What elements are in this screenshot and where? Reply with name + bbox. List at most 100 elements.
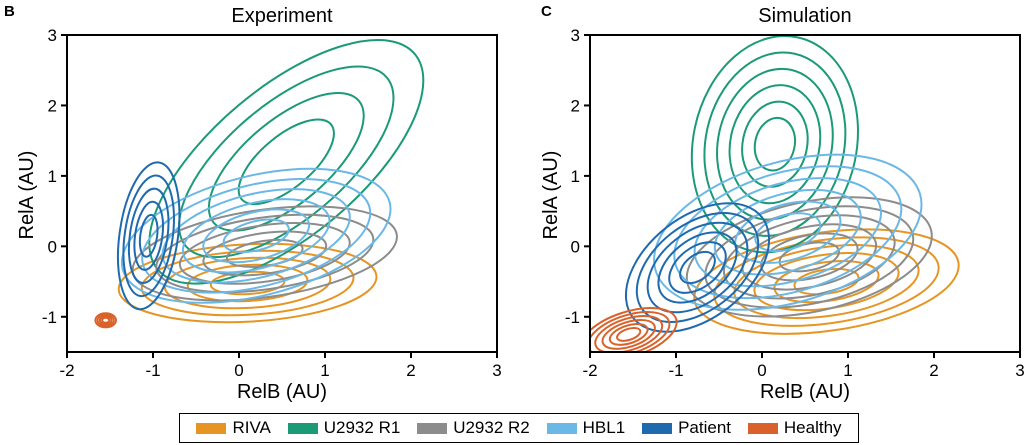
y-tick-label-simulation: 1	[571, 167, 580, 186]
contour-u2932-r2-level-3	[722, 214, 896, 300]
y-tick-label-experiment: 2	[48, 96, 57, 115]
y-tick-label-experiment: 1	[48, 167, 57, 186]
contour-u2932-r2-level-2	[704, 205, 915, 309]
x-tick-label-simulation: 2	[929, 361, 938, 380]
y-axis-label-experiment: RelA (AU)	[16, 151, 38, 240]
contour-healthy-level-4	[601, 318, 656, 350]
contour-u2932-r2-level-2	[155, 213, 375, 294]
contour-healthy-level-1	[590, 307, 678, 352]
y-tick-label-experiment: 3	[48, 26, 57, 45]
x-tick-label-simulation: -1	[668, 361, 683, 380]
contour-hbl1-level-4	[181, 198, 331, 274]
contour-healthy-level-3	[98, 315, 113, 326]
legend-label-u2932-r2: U2932 R2	[453, 418, 530, 437]
x-tick-label-experiment: 1	[320, 361, 329, 380]
contour-riva-level-2	[713, 236, 940, 327]
legend-item-patient: Patient	[642, 418, 731, 438]
contour-patient-level-1	[624, 202, 771, 333]
series-u2932-r1	[690, 35, 859, 254]
legend-label-riva: RIVA	[232, 418, 271, 437]
y-tick-label-experiment: 0	[48, 237, 57, 256]
x-tick-label-simulation: -2	[582, 361, 597, 380]
contour-hbl1-level-1	[120, 167, 392, 304]
y-axis-label-simulation: RelA (AU)	[540, 151, 562, 240]
contour-u2932-r1-level-4	[728, 84, 822, 205]
y-tick-label-experiment: -1	[42, 308, 57, 327]
legend-item-u2932-r2: U2932 R2	[417, 418, 530, 438]
contour-u2932-r1-level-3	[716, 67, 834, 221]
x-tick-label-experiment: 3	[492, 361, 501, 380]
legend-swatch-healthy	[747, 422, 778, 434]
contours-simulation	[590, 35, 960, 352]
panel-letter-c: C	[541, 3, 552, 20]
contour-healthy-level-6	[616, 326, 642, 342]
x-axis-label-simulation: RelB (AU)	[760, 381, 850, 403]
x-axis-label-experiment: RelB (AU)	[237, 381, 327, 403]
ticks-simulation: -2 -1 0 1 2 3 -1 0 1 2 3	[565, 26, 1024, 380]
ticks-experiment: -2 -1 0 1 2 3 -1 0 1 2 3	[42, 26, 502, 380]
legend-swatch-riva	[196, 422, 227, 434]
legend-label-hbl1: HBL1	[582, 418, 626, 437]
plot-frame-simulation	[589, 34, 1021, 353]
contour-healthy-level-4	[101, 316, 111, 324]
x-tick-label-experiment: -1	[145, 361, 160, 380]
contour-patient-level-6	[679, 250, 716, 285]
x-tick-label-experiment: 2	[406, 361, 415, 380]
legend-swatch-hbl1	[546, 422, 577, 434]
series-healthy	[590, 307, 678, 352]
series-healthy	[94, 312, 117, 329]
contour-patient-level-3	[646, 221, 749, 314]
chart-title-simulation: Simulation	[758, 5, 851, 27]
y-tick-label-simulation: 3	[571, 26, 580, 45]
contour-patient-level-2	[635, 212, 760, 323]
legend-swatch-u2932-r2	[417, 422, 448, 434]
contour-healthy-level-2	[590, 311, 671, 352]
legend-swatch-u2932-r1	[287, 422, 318, 434]
contour-patient-level-2	[122, 174, 175, 298]
x-tick-label-experiment: 0	[234, 361, 243, 380]
legend-label-healthy: Healthy	[783, 418, 842, 437]
y-tick-label-simulation: 2	[571, 96, 580, 115]
contour-riva-level-4	[186, 263, 309, 303]
contour-patient-level-5	[668, 241, 727, 294]
legend-label-patient: Patient	[678, 418, 732, 437]
contour-hbl1-level-4	[713, 188, 862, 276]
x-tick-label-simulation: 1	[843, 361, 852, 380]
contour-healthy-level-5	[608, 322, 649, 346]
contour-u2932-r2-level-5	[226, 238, 304, 268]
chart-title-experiment: Experiment	[231, 5, 333, 27]
contour-healthy-level-3	[594, 314, 664, 352]
contour-u2932-r1-level-5	[741, 100, 809, 188]
legend-item-riva: RIVA	[196, 418, 271, 438]
legend-item-u2932-r1: U2932 R1	[287, 418, 401, 438]
contour-patient-level-5	[138, 213, 159, 258]
x-tick-label-simulation: 0	[757, 361, 766, 380]
panel-simulation: C Simulation RelB (AU) RelA (AU) -2 -1 0 1 2…	[540, 3, 1024, 403]
contours-experiment	[94, 39, 425, 329]
y-tick-label-simulation: -1	[565, 308, 580, 327]
panel-experiment: B Experiment RelB (AU) RelA (AU) -2 -1 0 1 2…	[4, 3, 502, 403]
contour-hbl1-level-2	[673, 165, 903, 300]
series-patient	[117, 161, 181, 311]
panel-letter-b: B	[4, 3, 15, 20]
contour-hbl1-level-1	[653, 153, 923, 311]
legend-label-u2932-r1: U2932 R1	[323, 418, 401, 437]
contour-hbl1-level-3	[161, 188, 351, 284]
plot-frame-experiment	[66, 34, 498, 353]
contour-healthy-level-1	[94, 312, 117, 329]
contour-riva-level-3	[163, 256, 332, 310]
legend-item-healthy: Healthy	[747, 418, 842, 438]
contour-hbl1-level-5	[202, 208, 311, 264]
contour-u2932-r1-level-4	[237, 118, 335, 206]
contour-hbl1-level-2	[141, 177, 372, 294]
contour-patient-level-4	[133, 200, 164, 271]
contour-u2932-r1-level-6	[753, 116, 797, 172]
contour-hbl1-level-6	[754, 212, 822, 253]
contour-u2932-r2-level-4	[202, 230, 328, 277]
contour-u2932-r1-level-3	[207, 91, 365, 232]
contour-hbl1-level-3	[693, 177, 882, 288]
legend-item-hbl1: HBL1	[546, 418, 626, 438]
contour-patient-level-4	[657, 231, 738, 304]
legend-swatch-patient	[642, 422, 673, 434]
